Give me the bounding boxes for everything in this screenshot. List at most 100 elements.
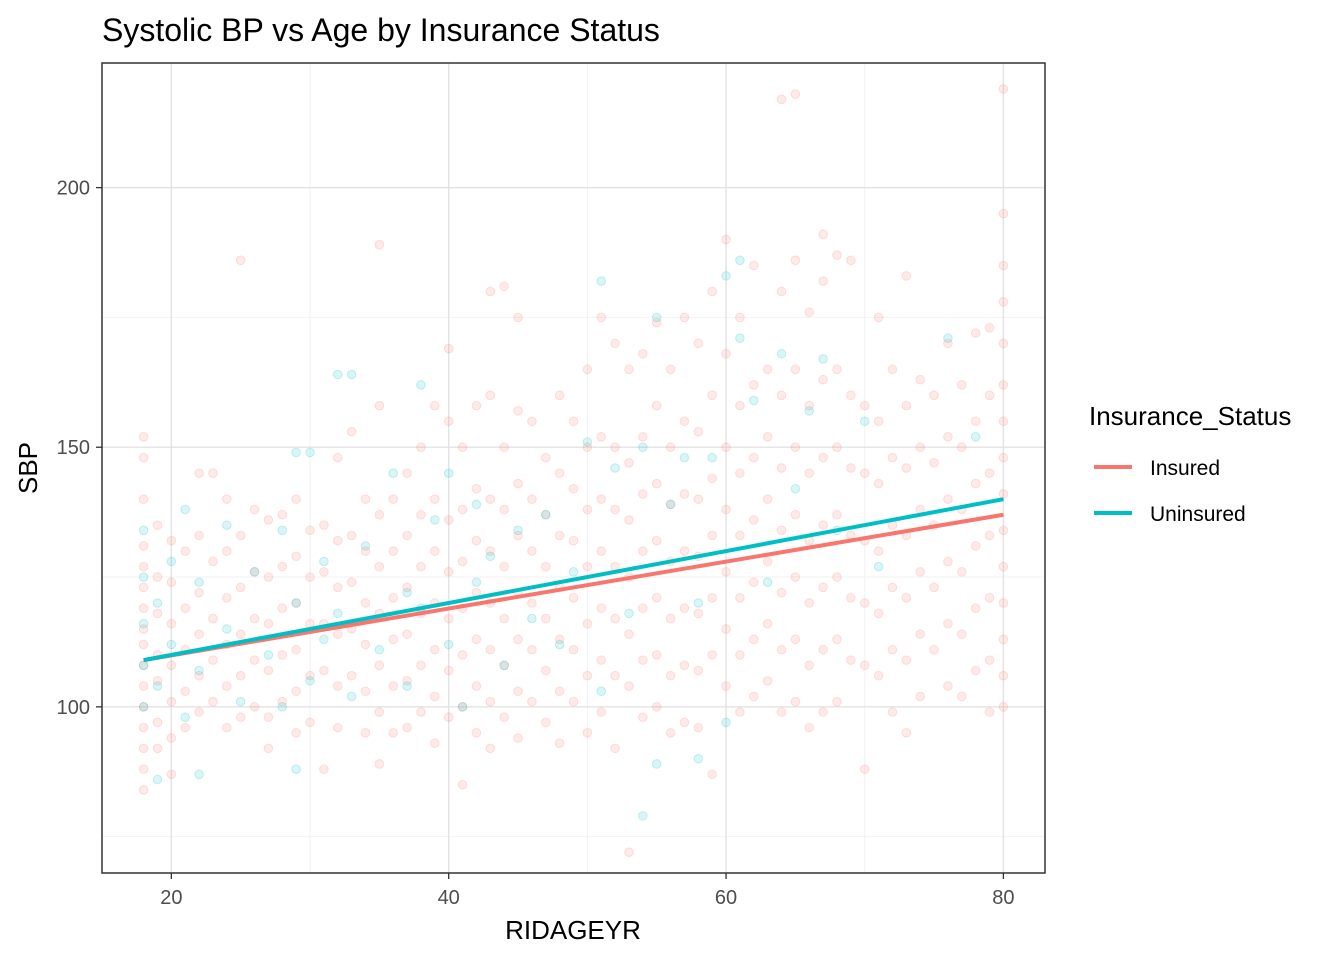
data-point-insured: [832, 442, 842, 453]
legend-label-uninsured: Uninsured: [1150, 503, 1246, 526]
data-point-insured: [513, 478, 523, 489]
data-point-insured: [804, 598, 815, 608]
data-point-uninsured: [721, 717, 731, 728]
data-point-insured: [873, 312, 884, 323]
data-point-insured: [721, 234, 731, 245]
data-point-uninsured: [152, 681, 163, 691]
data-point-uninsured: [596, 686, 607, 697]
data-point-insured: [915, 691, 925, 702]
data-point-insured: [998, 297, 1009, 307]
data-point-insured: [360, 494, 371, 504]
data-point-insured: [582, 561, 593, 572]
data-point-insured: [277, 509, 288, 520]
data-point-uninsured: [638, 442, 648, 453]
data-point-insured: [651, 535, 662, 546]
data-point-insured: [970, 478, 981, 489]
data-point-insured: [956, 567, 967, 577]
data-point-insured: [846, 463, 856, 473]
data-point-insured: [388, 593, 399, 603]
data-point-uninsured: [277, 525, 288, 536]
data-point-insured: [568, 644, 579, 655]
data-point-insured: [346, 577, 357, 588]
data-point-insured: [998, 702, 1009, 712]
data-point-insured: [707, 650, 717, 660]
data-point-insured: [596, 707, 607, 717]
data-point-uninsured: [277, 702, 288, 712]
data-point-insured: [762, 432, 773, 442]
data-point-insured: [582, 364, 593, 375]
data-point-insured: [651, 478, 662, 489]
data-point-uninsured: [624, 608, 634, 619]
data-point-insured: [222, 593, 232, 603]
data-point-insured: [610, 743, 620, 754]
data-point-insured: [901, 271, 912, 281]
data-point-insured: [166, 618, 177, 629]
data-point-insured: [430, 691, 440, 702]
data-point-uninsured: [319, 556, 329, 567]
data-point-uninsured: [610, 463, 620, 473]
data-point-insured: [665, 364, 676, 375]
data-point-insured: [832, 250, 842, 260]
data-point-insured: [430, 546, 440, 556]
data-point-insured: [721, 624, 731, 634]
data-point-insured: [956, 629, 967, 639]
data-point-insured: [277, 696, 288, 707]
data-point-insured: [166, 535, 177, 546]
data-point-uninsured: [707, 452, 717, 463]
data-point-uninsured: [527, 613, 537, 624]
data-point-insured: [513, 530, 523, 541]
data-point-insured: [402, 468, 412, 478]
data-point-insured: [790, 89, 801, 99]
data-point-insured: [138, 494, 149, 504]
data-point-insured: [208, 655, 218, 665]
data-point-insured: [998, 525, 1009, 536]
data-point-insured: [540, 613, 551, 624]
data-point-insured: [998, 260, 1009, 271]
data-point-insured: [970, 416, 981, 427]
data-point-insured: [360, 728, 371, 738]
data-point-insured: [665, 613, 676, 624]
data-point-insured: [998, 489, 1009, 499]
data-point-insured: [943, 432, 953, 442]
data-point-insured: [180, 603, 191, 613]
data-point-insured: [873, 670, 884, 681]
data-point-insured: [443, 416, 454, 427]
data-point-insured: [291, 494, 301, 504]
data-point-insured: [693, 426, 704, 437]
data-point-uninsured: [249, 567, 260, 577]
data-point-insured: [832, 634, 842, 645]
data-point-uninsured: [402, 587, 412, 598]
data-point-insured: [443, 567, 454, 577]
data-point-insured: [984, 707, 995, 717]
data-point-insured: [832, 572, 842, 582]
data-point-insured: [693, 608, 704, 619]
data-point-insured: [735, 312, 745, 323]
data-point-uninsured: [291, 764, 301, 774]
data-point-uninsured: [388, 468, 399, 478]
data-point-insured: [929, 390, 939, 401]
data-point-insured: [138, 541, 149, 551]
data-point-insured: [624, 847, 634, 858]
data-point-insured: [929, 582, 939, 593]
data-point-insured: [679, 603, 690, 613]
data-point-insured: [402, 676, 412, 686]
data-point-insured: [998, 380, 1009, 390]
data-point-uninsured: [735, 333, 745, 343]
data-point-insured: [818, 707, 828, 717]
data-point-insured: [166, 577, 177, 588]
data-point-insured: [762, 556, 773, 567]
data-point-uninsured: [970, 432, 981, 442]
data-point-insured: [249, 655, 260, 665]
data-point-insured: [596, 494, 607, 504]
data-point-insured: [346, 670, 357, 681]
data-point-insured: [859, 400, 870, 411]
data-point-insured: [596, 655, 607, 665]
data-point-insured: [790, 634, 801, 645]
data-point-insured: [235, 255, 246, 266]
data-point-uninsured: [152, 774, 163, 785]
data-point-insured: [360, 686, 371, 697]
data-point-insured: [970, 603, 981, 613]
data-point-insured: [679, 717, 690, 728]
data-point-insured: [457, 556, 468, 567]
data-point-insured: [402, 629, 412, 639]
